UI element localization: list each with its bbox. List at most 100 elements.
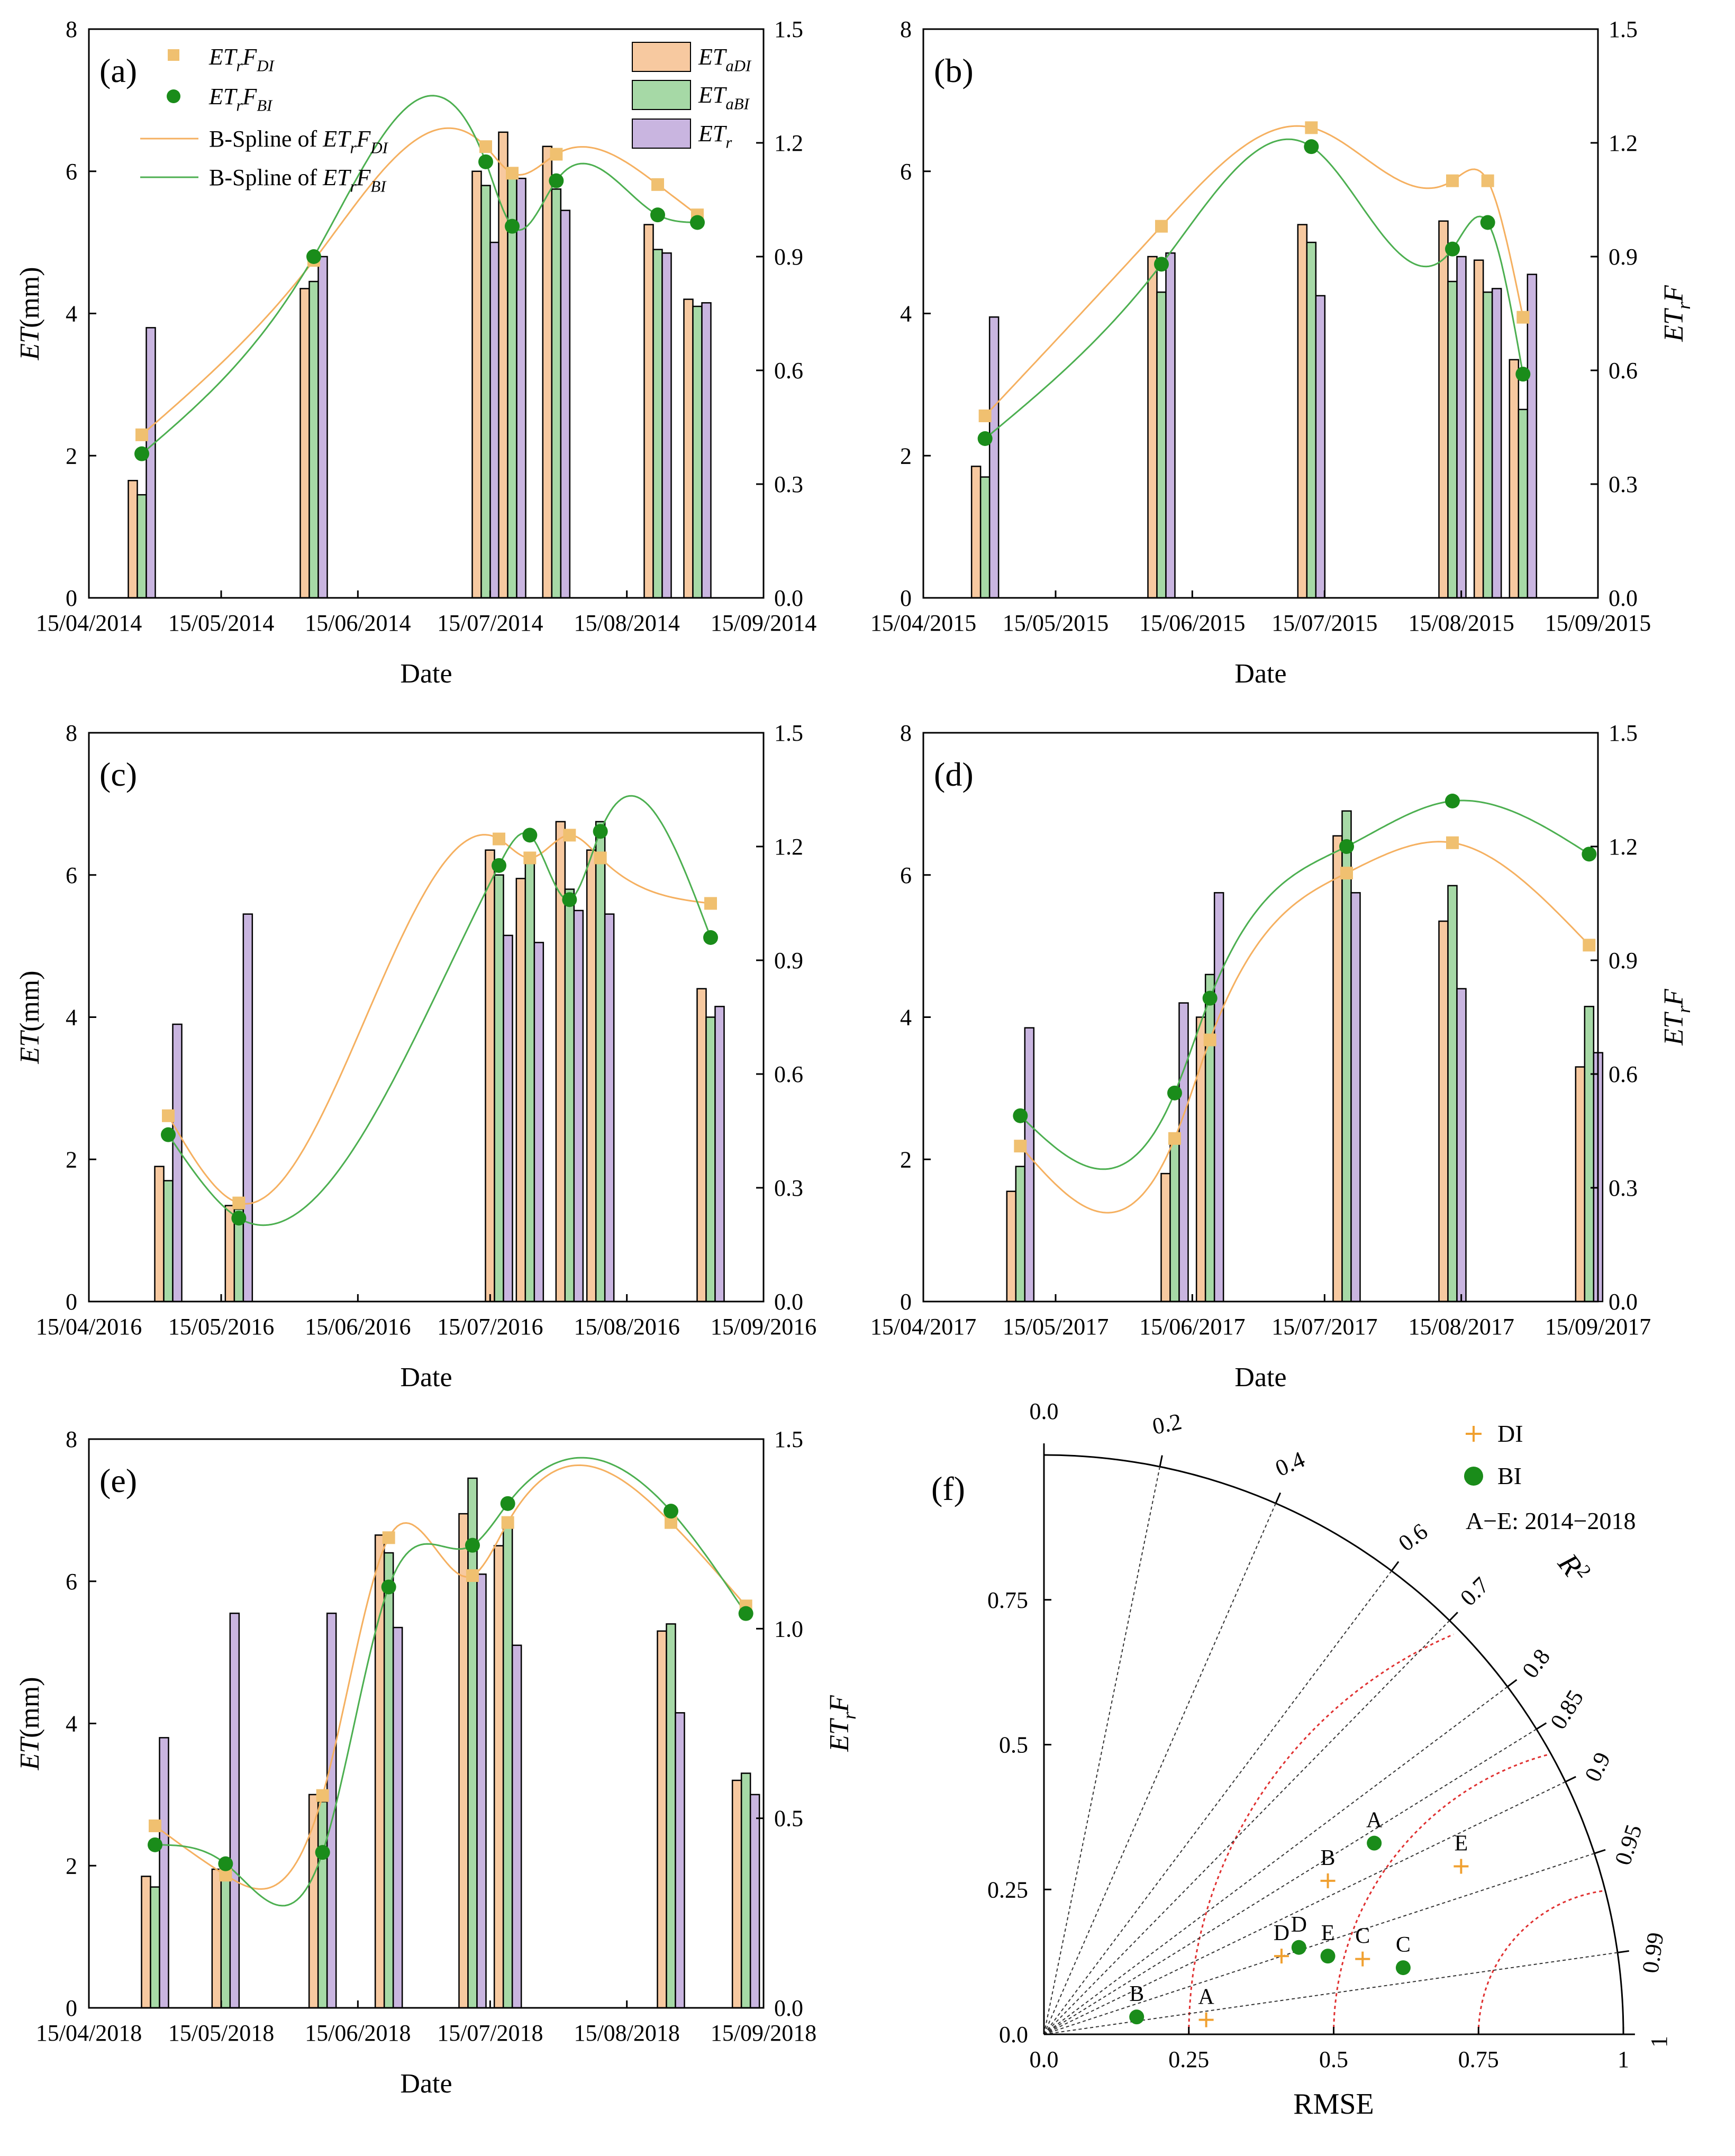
y-tick-label: 8: [66, 1426, 77, 1452]
bar-eta-bi: [1169, 1141, 1180, 1303]
bar-eta-bi: [1447, 280, 1458, 599]
point-etrf-di: [1583, 939, 1596, 952]
x-tick-label: 15/05/2014: [168, 610, 274, 636]
y-tick-label: 6: [66, 159, 77, 185]
bar-etr: [1315, 295, 1326, 599]
point-etrf-di: [1014, 1140, 1027, 1153]
bar-etr: [476, 1573, 487, 2009]
point-etrf-di: [493, 832, 505, 845]
bar-eta-bi: [220, 1879, 231, 2009]
y-tick-label: 2: [900, 443, 912, 469]
x-tick-label: 15/07/2018: [437, 2020, 543, 2046]
bar-eta-di: [515, 878, 526, 1303]
y2-tick-label: 0.3: [774, 471, 803, 497]
x-tick-label: 15/06/2018: [305, 2020, 411, 2046]
corr-tick-label: 0.4: [1271, 1446, 1309, 1481]
y-tick-label: 6: [66, 1569, 77, 1595]
spline-etrf-di: [155, 1464, 747, 1890]
spline-etrf-di: [141, 127, 698, 435]
bar-etr: [1456, 988, 1467, 1303]
spline-etrf-di: [984, 125, 1524, 417]
y-axis-title: ET(mm): [15, 267, 45, 360]
legend-marker-etrf-bi: [167, 89, 180, 103]
bar-etr: [560, 210, 571, 599]
y2-axis-title: ETrF: [1659, 988, 1694, 1046]
x-tick-label: 15/09/2017: [1545, 1314, 1651, 1340]
panel-label: (f): [931, 1470, 965, 1507]
y2-tick-label: 0.6: [1609, 358, 1638, 384]
point-etrf-di: [1168, 1132, 1181, 1145]
spline-etrf-di: [1020, 841, 1590, 1214]
corr-ray: [1043, 1466, 1160, 2035]
bar-eta-di: [696, 988, 707, 1303]
rmse-tick-label: 0.75: [1458, 2046, 1499, 2072]
bar-etr: [1178, 1002, 1189, 1303]
bar-etr: [503, 934, 513, 1303]
point-etrf-bi: [500, 1496, 515, 1511]
bar-etr: [1491, 288, 1502, 599]
x-tick-label: 15/06/2016: [305, 1314, 411, 1340]
legend-label-eta-di: ETaDI: [698, 44, 752, 75]
point-etrf-di: [162, 1109, 175, 1122]
y-tick-label: 8: [900, 720, 912, 746]
panel-c: 0 2 4 6 8 0.0 0.3 0.6 0.9 1.2 1.5 15/04/2016 15/05/2…: [15, 720, 816, 1393]
bar-eta-di: [1297, 224, 1308, 599]
x-axis-title: Date: [400, 2069, 452, 2099]
bars: [141, 1477, 760, 2009]
bar-eta-bi: [1518, 408, 1529, 599]
y-tick-label: 2: [66, 1147, 77, 1172]
rmse-arc: [1477, 1890, 1604, 2034]
x-tick-label: 15/06/2014: [305, 610, 411, 636]
bar-eta-bi: [652, 249, 663, 599]
spline-etrf-bi: [1020, 799, 1590, 1170]
bar-eta-di: [128, 480, 138, 599]
x-tick-label: 15/08/2017: [1408, 1314, 1514, 1340]
y-tick-label: 2: [66, 443, 77, 469]
bar-etr: [229, 1612, 240, 2009]
spline-etrf-bi: [141, 95, 698, 454]
legend-marker-di: [1466, 1426, 1482, 1442]
point-etrf-di: [1446, 836, 1459, 849]
bars: [154, 821, 725, 1303]
bar-etr: [675, 1712, 685, 2009]
corr-tick: [1617, 1950, 1629, 1954]
bar-eta-bi: [979, 476, 991, 599]
x-tick-label: 15/07/2017: [1271, 1314, 1377, 1340]
point-etrf-di: [466, 1569, 479, 1582]
bar-eta-bi: [564, 888, 575, 1303]
bar-etr: [604, 913, 615, 1303]
bar-eta-bi: [494, 874, 504, 1303]
corr-tick: [1536, 1722, 1547, 1730]
panel-label: (c): [99, 756, 137, 793]
point-etrf-bi: [549, 173, 564, 188]
points: [977, 121, 1531, 446]
point-etrf-bi: [505, 219, 520, 234]
point-label: A: [1366, 1808, 1383, 1833]
point-etrf-bi: [1480, 215, 1495, 230]
x-tick-label: 15/07/2016: [437, 1314, 543, 1340]
y2-tick-label: 0.9: [1609, 244, 1638, 270]
corr-ray: [1043, 1729, 1537, 2035]
bar-eta-di: [211, 1868, 222, 2009]
point-etrf-di: [1516, 311, 1530, 324]
point-etrf-bi: [478, 154, 493, 169]
point-etrf-bi: [492, 858, 506, 873]
bar-eta-di: [471, 170, 482, 599]
bar-eta-di: [485, 849, 495, 1303]
bar-eta-bi: [524, 860, 535, 1303]
y-tick-label: 0.5: [999, 1732, 1028, 1758]
bar-eta-di: [683, 298, 694, 599]
bar-eta-bi: [666, 1623, 676, 2009]
rmse-tick-label: 0.25: [1168, 2046, 1209, 2072]
point-etrf-di: [135, 428, 148, 441]
y-tick-label: 0: [66, 1289, 77, 1315]
point-etrf-di: [1305, 121, 1318, 134]
corr-ray: [1043, 1781, 1566, 2035]
corr-tick-label: 0.95: [1610, 1822, 1647, 1868]
point-etrf-bi: [1167, 1085, 1182, 1100]
y-tick-label: 4: [900, 301, 912, 327]
y2-tick-label: 1.5: [1609, 720, 1638, 746]
point-etrf-bi: [1013, 1108, 1028, 1123]
y-tick-label: 0: [900, 585, 912, 611]
